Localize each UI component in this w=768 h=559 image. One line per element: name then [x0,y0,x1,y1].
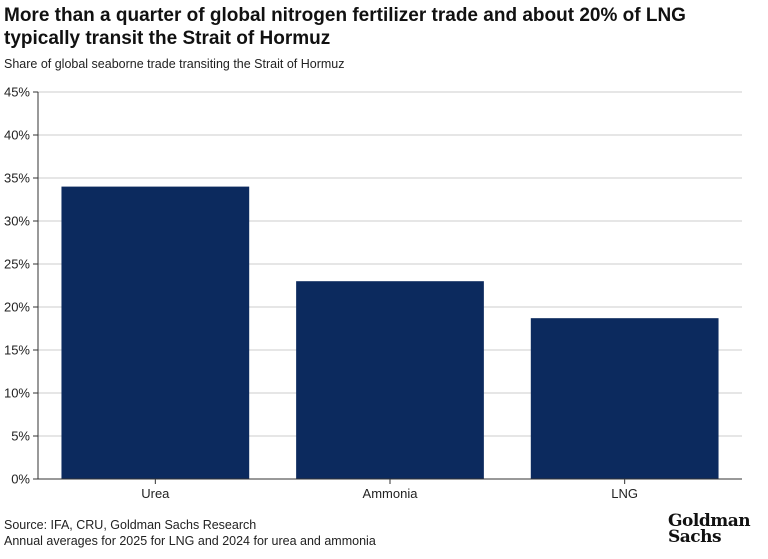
bar-ammonia [296,281,484,479]
bar-lng [530,318,719,479]
y-tick-label: 45% [4,85,30,100]
y-tick-label: 20% [4,300,30,315]
y-tick-label: 5% [11,429,30,444]
data-note: Annual averages for 2025 for LNG and 202… [4,534,376,548]
x-tick-label: Urea [141,486,170,501]
footer: Source: IFA, CRU, Goldman Sachs Research… [4,517,376,549]
y-tick-label: 30% [4,214,30,229]
y-tick-label: 40% [4,128,30,143]
chart-title: More than a quarter of global nitrogen f… [4,5,686,49]
source-note: Source: IFA, CRU, Goldman Sachs Research [4,518,257,532]
y-tick-label: 15% [4,343,30,358]
y-tick-label: 10% [4,386,30,401]
y-tick-label: 35% [4,171,30,186]
y-tick-label: 25% [4,257,30,272]
logo-line-1: Goldman [668,511,751,531]
x-tick-label: Ammonia [363,486,419,501]
logo-line-2: Sachs [668,527,722,547]
chart-subtitle: Share of global seaborne trade transitin… [4,57,345,71]
bar-urea [61,186,250,479]
x-tick-label: LNG [611,486,638,501]
y-tick-label: 0% [11,472,30,487]
goldman-sachs-logo: Goldman Sachs [668,511,751,547]
